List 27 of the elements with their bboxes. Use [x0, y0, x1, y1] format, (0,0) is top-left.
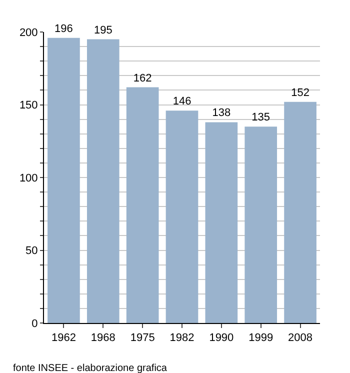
data-label: 146	[172, 96, 192, 108]
x-tick-label: 1982	[170, 332, 194, 344]
x-tick-label: 1975	[130, 332, 155, 344]
data-label: 138	[212, 107, 231, 120]
data-label: 196	[54, 22, 73, 35]
y-tick-label: 200	[19, 26, 38, 39]
bar	[48, 38, 80, 323]
bar	[284, 102, 316, 323]
source-note: fonte INSEE - elaborazione grafica	[13, 363, 168, 373]
bar	[126, 87, 159, 323]
data-label: 135	[252, 112, 270, 124]
bar	[205, 122, 238, 323]
bar	[86, 39, 120, 323]
y-tick-label: 150	[19, 100, 38, 112]
data-label: 162	[133, 72, 152, 84]
x-tick-label: 1999	[248, 332, 274, 344]
bar	[166, 110, 198, 323]
x-tick-label: 1968	[90, 332, 116, 344]
y-tick-label: 0	[32, 318, 38, 330]
y-tick-label: 50	[26, 245, 38, 258]
data-label: 152	[291, 86, 310, 99]
x-tick-label: 1962	[51, 332, 76, 344]
x-tick-label: 1990	[209, 332, 234, 344]
data-label: 195	[94, 24, 112, 36]
bar	[244, 126, 278, 323]
y-tick-label: 100	[19, 172, 38, 184]
x-tick-label: 2008	[288, 332, 313, 344]
